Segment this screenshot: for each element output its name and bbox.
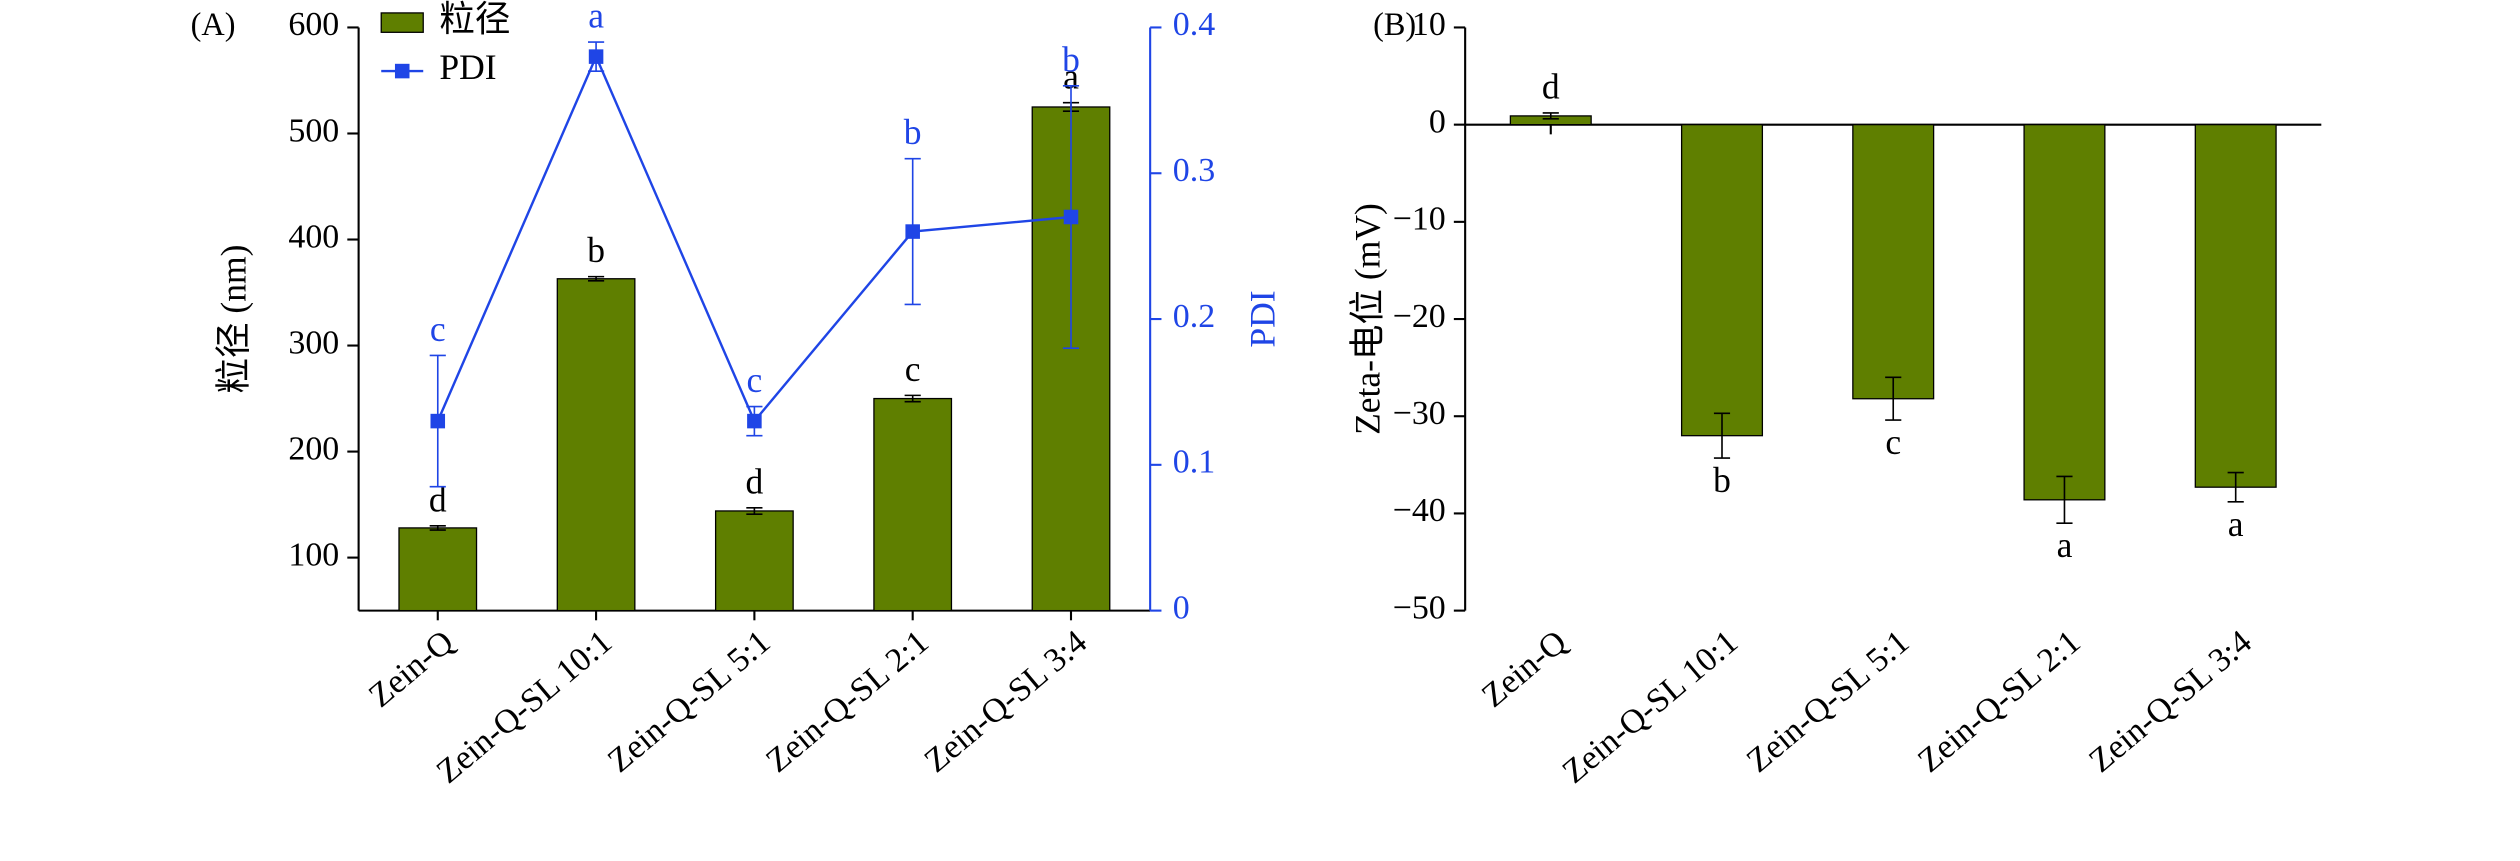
legend-label: PDI — [439, 47, 496, 87]
y-tick-label: 600 — [288, 6, 339, 43]
y2-tick-label: 0.1 — [1173, 444, 1215, 481]
significance-letter: a — [2057, 525, 2073, 565]
x-tick-label: Zein-Q-SL 2:1 — [759, 623, 935, 779]
y-tick-label: 100 — [288, 536, 339, 573]
significance-letter: b — [1062, 39, 1080, 79]
bar — [714, 510, 794, 612]
error-bar — [904, 394, 921, 403]
error-bar — [1885, 376, 1902, 421]
y-tick-label: −40 — [1393, 492, 1446, 529]
significance-letter: d — [1542, 67, 1560, 107]
x-tick-label: Zein-Q — [362, 623, 461, 714]
y2-axis-label: PDI — [1243, 290, 1283, 347]
significance-letter: b — [587, 230, 605, 270]
significance-letter: b — [904, 112, 922, 152]
y-tick-label: 10 — [1412, 6, 1446, 43]
bar — [1680, 124, 1764, 437]
x-tick-label: Zein-Q-SL 5:1 — [601, 623, 777, 779]
error-bar — [1542, 112, 1559, 120]
bar — [2023, 124, 2106, 501]
legend-swatch — [380, 12, 424, 33]
y-tick-label: 200 — [288, 430, 339, 467]
y-tick-label: 400 — [288, 218, 339, 255]
panel-label: (B) — [1373, 6, 1416, 42]
significance-letter: a — [2228, 504, 2244, 544]
significance-letter: b — [1713, 460, 1731, 500]
bar — [556, 278, 636, 612]
x-tick-label: Zein-Q-SL 5:1 — [1740, 623, 1916, 779]
y-tick-label: 500 — [288, 112, 339, 149]
x-tick-label: Zein-Q-SL 3:4 — [918, 623, 1095, 779]
y-tick-label: 0 — [1429, 103, 1446, 140]
significance-letter: a — [588, 0, 604, 36]
y-tick-label: −10 — [1393, 201, 1446, 238]
y2-tick-label: 0.3 — [1173, 152, 1215, 189]
pdi-marker — [430, 413, 446, 429]
x-tick-label: Zein-Q-SL 2:1 — [1911, 623, 2087, 779]
x-tick-label: Zein-Q-SL 3:4 — [2082, 623, 2259, 779]
y-tick-label: 300 — [288, 324, 339, 361]
pdi-marker — [747, 413, 762, 429]
significance-letter: d — [429, 479, 447, 519]
bar — [2194, 124, 2277, 488]
error-bar — [588, 275, 605, 282]
legend-label: 粒径 — [439, 0, 510, 39]
bar — [873, 397, 953, 612]
pdi-marker — [905, 224, 920, 239]
pdi-marker — [588, 49, 604, 64]
y2-tick-label: 0 — [1173, 589, 1190, 626]
x-tick-label: Zein-Q-SL 10:1 — [1556, 623, 1745, 790]
bar — [1852, 124, 1935, 400]
significance-letter: c — [747, 360, 763, 400]
significance-letter: c — [1885, 422, 1901, 462]
significance-letter: c — [905, 349, 921, 389]
error-bar — [746, 506, 763, 515]
pdi-marker — [1063, 209, 1079, 225]
y2-tick-label: 0.4 — [1173, 6, 1215, 43]
bar — [398, 527, 478, 612]
x-tick-label: Zein-Q — [1475, 623, 1574, 714]
error-bar — [2227, 471, 2244, 503]
y-axis-label: Zeta-电位 (mV) — [1348, 203, 1388, 435]
panel-label: (A) — [191, 6, 236, 42]
y-tick-label: −30 — [1393, 395, 1446, 432]
error-bar — [1713, 412, 1731, 459]
error-bar — [2056, 475, 2073, 524]
y2-tick-label: 0.2 — [1173, 298, 1215, 335]
y-tick-label: −20 — [1393, 298, 1446, 335]
error-bar — [429, 524, 446, 531]
legend-marker — [394, 63, 410, 79]
y-axis-label: 粒径 (nm) — [214, 245, 254, 394]
significance-letter: c — [430, 309, 446, 349]
significance-letter: d — [746, 461, 764, 501]
y-tick-label: −50 — [1393, 589, 1446, 626]
